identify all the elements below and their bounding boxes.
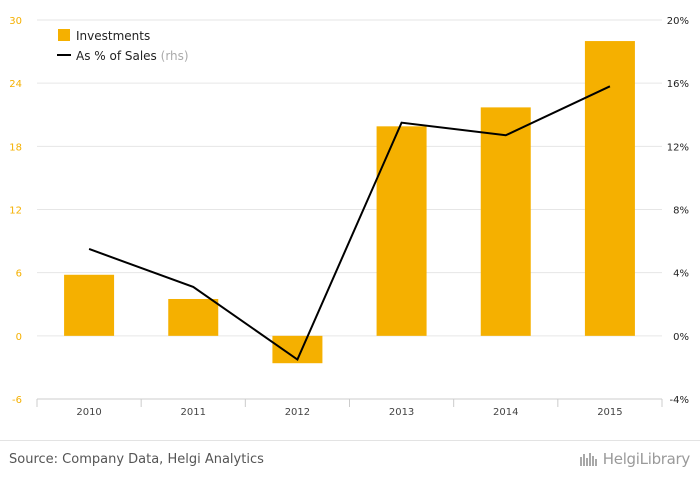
y-tick-left: -6 [12, 395, 22, 406]
legend-line-label: As % of Sales (rhs) [76, 49, 189, 63]
bar-2010 [64, 275, 114, 336]
x-tick-label: 2015 [597, 407, 622, 418]
legend-investments-swatch [58, 29, 70, 41]
legend-line-suffix: (rhs) [161, 49, 189, 63]
footer: Source: Company Data, Helgi Analytics He… [0, 440, 700, 484]
sales-percent-line [89, 86, 610, 359]
y-tick-right: 16% [667, 79, 689, 90]
bar-2015 [585, 41, 635, 336]
source-note: Source: Company Data, Helgi Analytics [9, 452, 264, 467]
legend-investments-label: Investments [76, 29, 150, 43]
y-tick-left: 18 [9, 142, 22, 153]
x-tick-label: 2011 [181, 407, 206, 418]
legend-line-label-text: As % of Sales [76, 49, 157, 63]
combo-chart: 2010 2011 2012 2013 2014 2015 30 24 18 12 6 0 -6 20… [0, 0, 700, 440]
x-axis: 2010 2011 2012 2013 2014 2015 [37, 399, 662, 418]
bar-2013 [377, 126, 427, 336]
investment-bars [64, 41, 635, 363]
bar-2011 [168, 299, 218, 336]
sales-percent-polyline [89, 86, 610, 359]
y-tick-left: 24 [9, 79, 22, 90]
left-y-axis: 30 24 18 12 6 0 -6 [9, 16, 22, 406]
y-tick-right: 12% [667, 142, 689, 153]
x-tick-label: 2013 [389, 407, 414, 418]
right-y-axis: 20% 16% 12% 8% 4% 0% -4% [667, 16, 689, 406]
helgi-library-logo[interactable]: HelgiLibrary [579, 450, 690, 468]
y-tick-right: 0% [673, 332, 689, 343]
y-tick-right: 4% [673, 269, 689, 280]
y-tick-right: 8% [673, 206, 689, 217]
y-tick-left: 12 [9, 206, 22, 217]
logo-text: HelgiLibrary [603, 450, 690, 468]
legend: Investments As % of Sales (rhs) [57, 29, 189, 63]
x-tick-label: 2012 [285, 407, 310, 418]
bar-2014 [481, 107, 531, 335]
x-tick-label: 2010 [76, 407, 101, 418]
y-tick-left: 6 [16, 269, 22, 280]
library-icon [579, 451, 599, 467]
y-tick-left: 0 [16, 332, 22, 343]
y-tick-right: -4% [670, 395, 689, 406]
gridlines [37, 20, 662, 336]
y-tick-left: 30 [9, 16, 22, 27]
y-tick-right: 20% [667, 16, 689, 27]
x-tick-label: 2014 [493, 407, 518, 418]
